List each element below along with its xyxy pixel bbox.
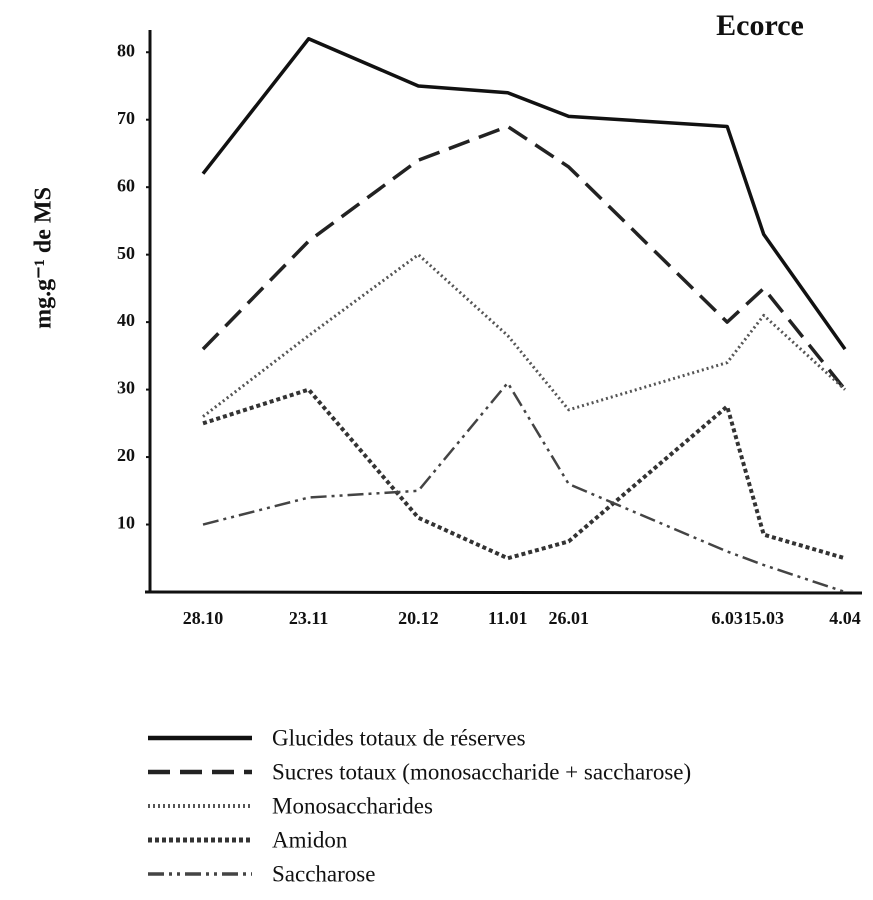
y-tick-label: 10 <box>117 513 135 533</box>
legend-label: Sucres totaux (monosaccharide + saccharo… <box>272 759 691 784</box>
x-tick-label: 4.04 <box>829 608 861 628</box>
x-axis <box>144 590 863 595</box>
x-tick-label: 6.03 <box>711 608 743 628</box>
x-tick-label: 15.03 <box>743 608 784 628</box>
legend-label: Saccharose <box>272 861 375 886</box>
y-tick-label: 20 <box>117 445 135 465</box>
y-tick-label: 70 <box>117 108 135 128</box>
legend-label: Monosaccharides <box>272 793 433 818</box>
series-line <box>201 124 847 391</box>
x-tick-label: 11.01 <box>488 608 528 628</box>
y-tick-label: 60 <box>117 175 135 195</box>
legend-label: Amidon <box>272 827 348 852</box>
x-tick-label: 23.11 <box>289 608 329 628</box>
x-tick-label: 26.01 <box>548 608 589 628</box>
x-tick-label: 20.12 <box>398 608 439 628</box>
x-tick-label: 28.10 <box>183 608 224 628</box>
legend-label: Glucides totaux de réserves <box>272 725 526 750</box>
series-line <box>202 253 847 418</box>
series-line <box>201 36 847 351</box>
chart-title: Ecorce <box>716 9 804 42</box>
series-line <box>202 387 846 561</box>
y-tick-label: 50 <box>117 243 135 263</box>
series-line <box>202 381 846 594</box>
y-tick-label: 40 <box>117 310 135 330</box>
y-tick-label: 80 <box>117 40 135 60</box>
y-axis-label: mg.g⁻¹ de MS <box>31 187 57 329</box>
y-tick-label: 30 <box>117 378 135 398</box>
